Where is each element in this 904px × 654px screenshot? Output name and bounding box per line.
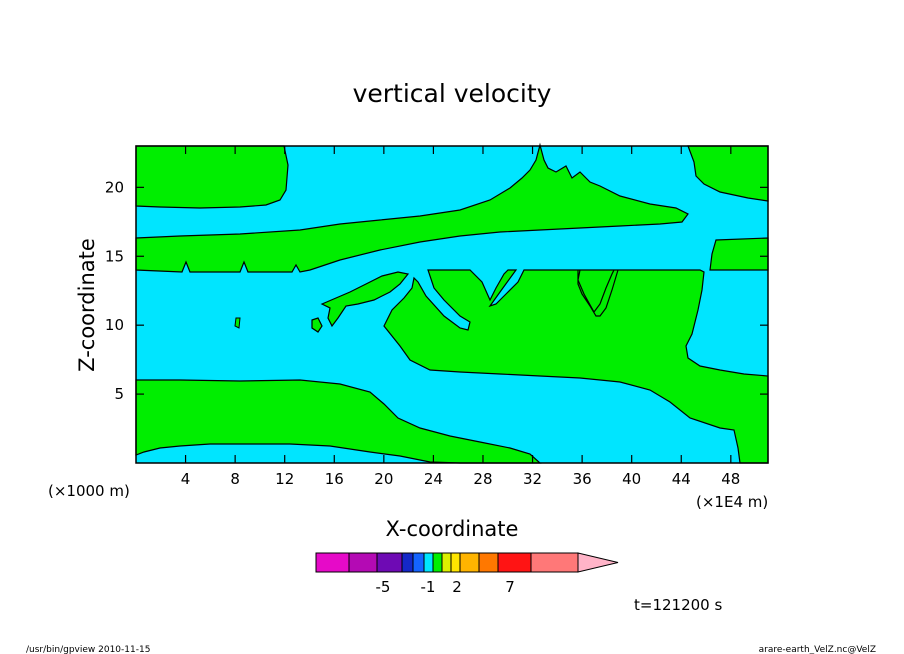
- plot-area: [135, 142, 769, 464]
- x-tick-label: 32: [523, 470, 542, 488]
- plot-frame: [135, 145, 769, 464]
- y-axis-label: Z-coordinate: [75, 238, 99, 372]
- footer-right: arare-earth_VelZ.nc@VelZ: [759, 645, 876, 654]
- colorbar-arrow: [577, 552, 619, 573]
- x-tick-label: 28: [473, 470, 492, 488]
- x-tick-label: 4: [181, 470, 191, 488]
- x-axis-label: X-coordinate: [386, 517, 519, 541]
- positive-region-wing: [320, 271, 410, 328]
- x-tick-label: 36: [573, 470, 592, 488]
- positive-band-upper: [135, 142, 689, 273]
- y-axis-ticks: 5 10 15 20: [105, 178, 768, 403]
- x-tick-label: 16: [325, 470, 344, 488]
- colorbar-label: 7: [505, 578, 515, 596]
- colorbar-swatch: [478, 552, 499, 573]
- colorbar-label: -1: [421, 578, 436, 596]
- colorbar-swatch: [530, 552, 579, 573]
- colorbar-label: 2: [452, 578, 462, 596]
- colorbar-swatch: [432, 552, 443, 573]
- x-tick-label: 12: [275, 470, 294, 488]
- x-axis-ticks: 4 8 12 16 20 24 28 32 36 40 44 48: [181, 146, 740, 488]
- colorbar-swatch: [401, 552, 414, 573]
- positive-region-middle: [383, 269, 769, 464]
- colorbar-swatch: [376, 552, 403, 573]
- y-axis-unit: (×1000 m): [48, 482, 130, 500]
- colorbar-swatch: [497, 552, 532, 573]
- colorbar-swatch: [315, 552, 350, 573]
- x-tick-label: 48: [721, 470, 740, 488]
- x-tick-label: 24: [424, 470, 443, 488]
- colorbar-label: -5: [376, 578, 391, 596]
- y-tick-label: 10: [105, 316, 124, 334]
- positive-region-small: [311, 317, 323, 333]
- x-tick-label: 40: [622, 470, 641, 488]
- colorbar-swatch: [450, 552, 461, 573]
- y-tick-label: 20: [105, 178, 124, 196]
- colorbar-swatch: [441, 552, 452, 573]
- positive-region-top-left: [135, 145, 289, 209]
- colorbar-swatch: [459, 552, 480, 573]
- x-tick-label: 8: [230, 470, 240, 488]
- x-axis-unit: (×1E4 m): [696, 493, 768, 511]
- chart-title: vertical velocity: [353, 79, 552, 108]
- positive-region-tiny: [234, 317, 241, 329]
- time-label: t=121200 s: [634, 596, 722, 614]
- colorbar-swatch: [423, 552, 434, 573]
- footer-left: /usr/bin/gpview 2010-11-15: [26, 645, 150, 654]
- positive-band-right: [709, 237, 769, 271]
- y-tick-label: 15: [105, 247, 124, 265]
- x-tick-label: 20: [374, 470, 393, 488]
- x-tick-label: 44: [672, 470, 691, 488]
- colorbar-swatch: [348, 552, 378, 573]
- y-tick-label: 5: [114, 385, 124, 403]
- colorbar: -5 -1 2 7: [315, 552, 619, 596]
- colorbar-swatch: [412, 552, 425, 573]
